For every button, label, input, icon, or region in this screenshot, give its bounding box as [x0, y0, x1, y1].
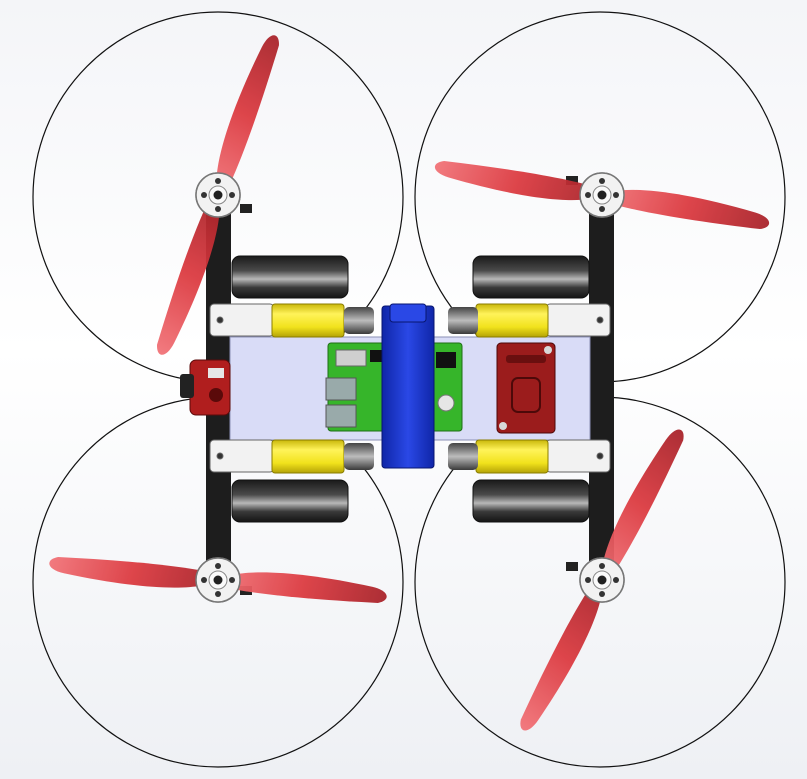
secondary-pcb — [429, 342, 463, 432]
wheel-rear-right — [472, 479, 590, 523]
wheel-front-left — [231, 255, 349, 299]
camera-housing — [180, 359, 231, 416]
motor-mount-rear-right — [566, 557, 625, 603]
motor-mount-front-left — [195, 172, 252, 218]
gear-motor-front-right — [475, 303, 549, 338]
gear-motor-front-left — [271, 303, 345, 338]
motor-mount-front-right — [566, 172, 625, 218]
gear-motor-rear-left — [271, 439, 345, 474]
right-arm — [589, 210, 614, 575]
wheels — [231, 255, 590, 523]
battery-housing — [381, 303, 435, 469]
driver-board — [496, 342, 556, 434]
gear-motor-rear-right — [475, 439, 549, 474]
wheel-rear-left — [231, 479, 349, 523]
controller-pcb — [325, 342, 389, 432]
frame-arms — [206, 210, 614, 575]
gear-motors — [271, 303, 549, 474]
camera-icon — [209, 388, 223, 402]
wheel-front-right — [472, 255, 590, 299]
